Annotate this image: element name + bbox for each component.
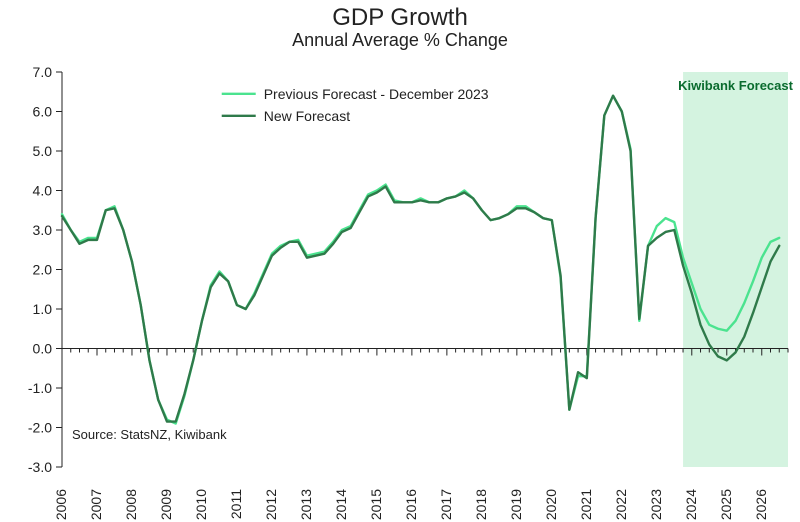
y-tick-label: 3.0 xyxy=(33,222,53,238)
x-tick-label: 2012 xyxy=(263,489,279,520)
x-tick-label: 2006 xyxy=(53,489,69,520)
x-tick-label: 2009 xyxy=(158,489,174,520)
legend-label: New Forecast xyxy=(264,108,350,124)
y-tick-label: 6.0 xyxy=(33,104,53,120)
x-tick-label: 2025 xyxy=(718,489,734,520)
x-tick-label: 2016 xyxy=(403,489,419,520)
y-tick-label: 0.0 xyxy=(33,341,53,357)
y-tick-label: 7.0 xyxy=(33,64,53,80)
forecast-band-label: Kiwibank Forecast xyxy=(678,78,794,93)
forecast-band xyxy=(683,72,788,467)
x-tick-label: 2014 xyxy=(333,489,349,520)
x-tick-label: 2022 xyxy=(613,489,629,520)
y-tick-label: 5.0 xyxy=(33,143,53,159)
y-tick-label: -1.0 xyxy=(28,380,52,396)
series-line xyxy=(62,96,779,422)
x-tick-label: 2021 xyxy=(578,489,594,520)
x-tick-label: 2013 xyxy=(298,489,314,520)
x-tick-label: 2015 xyxy=(368,489,384,520)
x-tick-label: 2010 xyxy=(193,489,209,520)
source-label: Source: StatsNZ, Kiwibank xyxy=(72,427,227,442)
legend-label: Previous Forecast - December 2023 xyxy=(264,86,489,102)
y-tick-label: 1.0 xyxy=(33,301,53,317)
x-tick-label: 2011 xyxy=(228,489,244,519)
x-tick-label: 2018 xyxy=(473,489,489,520)
x-tick-label: 2023 xyxy=(648,489,664,520)
x-tick-label: 2008 xyxy=(123,489,139,520)
x-tick-label: 2019 xyxy=(508,489,524,520)
series-line xyxy=(62,96,779,424)
x-tick-label: 2017 xyxy=(438,489,454,520)
x-tick-label: 2007 xyxy=(88,489,104,520)
y-tick-label: -2.0 xyxy=(28,420,52,436)
y-tick-label: 4.0 xyxy=(33,183,53,199)
y-tick-label: -3.0 xyxy=(28,459,52,475)
chart-svg: Kiwibank Forecast -3.0 -2.0 -1.0 0.0 1.0 2.0 3.… xyxy=(0,0,800,522)
x-tick-label: 2024 xyxy=(683,489,699,520)
chart-container: GDP Growth Annual Average % Change Kiwib… xyxy=(0,0,800,522)
x-tick-label: 2026 xyxy=(753,489,769,520)
x-tick-label: 2020 xyxy=(543,489,559,520)
y-tick-label: 2.0 xyxy=(33,262,53,278)
